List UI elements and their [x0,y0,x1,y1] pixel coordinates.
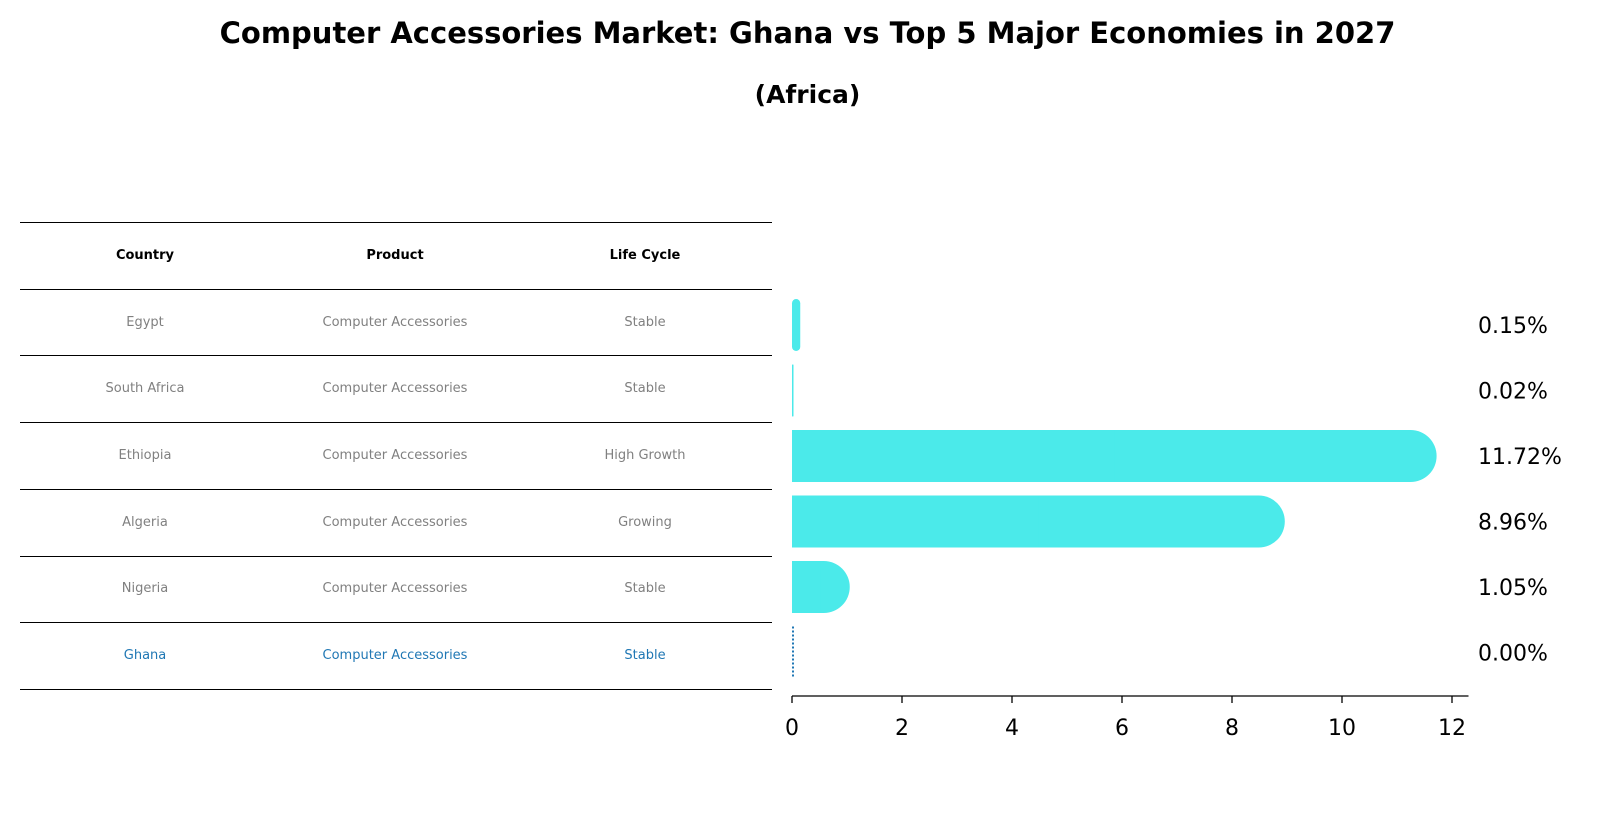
data-label: 8.96% [1478,511,1548,536]
bar [792,561,821,613]
table-cell-life-cycle: Stable [624,581,666,596]
header-life-cycle: Life Cycle [609,248,681,263]
table-cell-product: Computer Accessories [322,315,468,330]
bar [792,495,1039,548]
table-cell-product: Computer Accessories [322,515,468,530]
data-label: 0.02% [1478,380,1548,405]
header-product: Product [366,248,424,263]
table-rule [20,622,772,623]
table-cell-product: Computer Accessories [322,581,468,596]
table-rule [20,422,772,423]
x-tick-label: 4 [1005,716,1019,741]
table-cell-country: South Africa [105,381,185,396]
header-country: Country [115,248,175,263]
table-cell-country: Nigeria [121,581,169,596]
table-cell-country: Ghana [123,648,167,663]
table-cell-life-cycle: Stable [624,648,666,663]
table-cell-product: Computer Accessories [322,381,468,396]
data-label: 11.72% [1478,445,1562,470]
table-rule [20,289,772,290]
x-tick-label: 0 [785,716,799,741]
table-rule [20,355,772,356]
table-rule [20,222,772,223]
table-cell-country: Algeria [122,515,168,530]
table-rule [20,689,772,690]
table-cell-life-cycle: Growing [618,515,672,530]
data-label: 1.05% [1478,576,1548,601]
data-label: 0.15% [1478,314,1548,339]
chart-subtitle: (Africa) [754,80,861,109]
x-tick-label: 12 [1438,716,1466,741]
x-tick-label: 8 [1225,716,1239,741]
bar [792,430,1115,482]
x-tick-label: 10 [1328,716,1356,741]
chart-title: Computer Accessories Market: Ghana vs To… [219,16,1396,50]
table-cell-life-cycle: Stable [624,315,666,330]
table-cell-country: Egypt [126,315,164,330]
table-cell-country: Ethiopia [118,448,172,463]
table-cell-life-cycle: High Growth [604,448,686,463]
table-rule [20,556,772,557]
x-tick-label: 6 [1115,716,1129,741]
data-label: 0.00% [1478,642,1548,667]
table-cell-product: Computer Accessories [322,648,468,663]
table-cell-life-cycle: Stable [624,381,666,396]
table-rule [20,489,772,490]
bar [792,299,801,351]
x-tick-label: 2 [895,716,909,741]
table-cell-product: Computer Accessories [322,448,468,463]
bar [792,364,794,417]
